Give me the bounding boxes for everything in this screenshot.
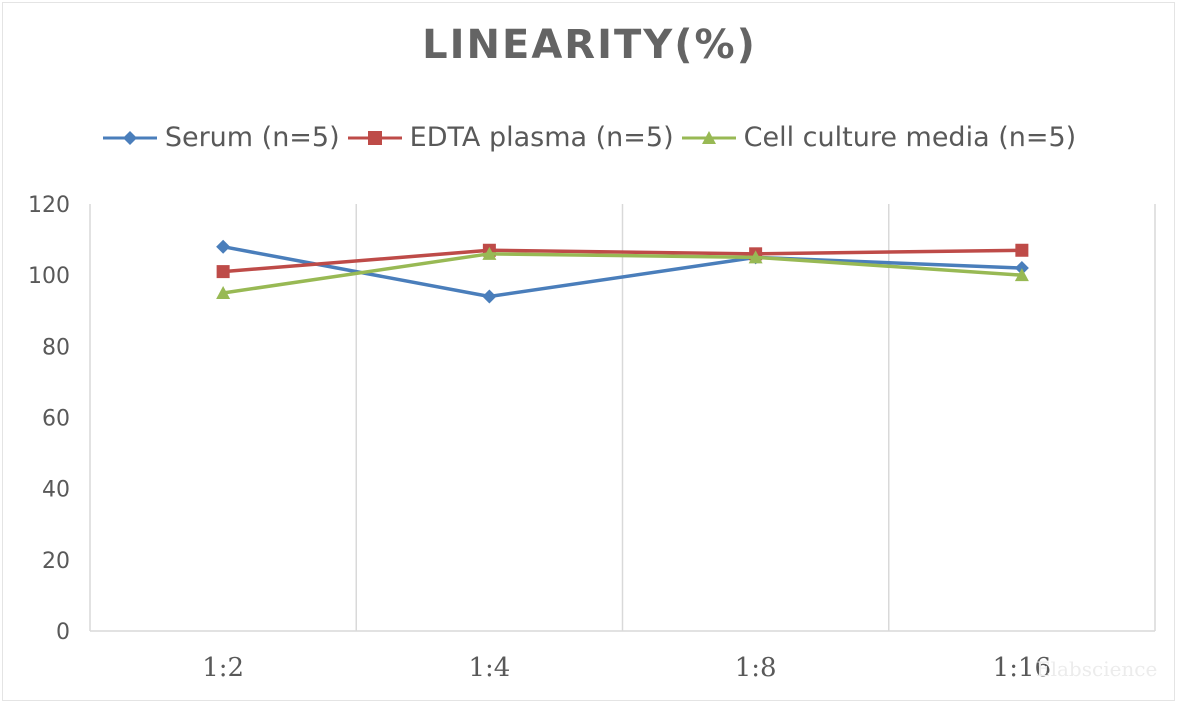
legend-label: Serum (n=5)	[164, 122, 340, 153]
y-tick-label: 0	[56, 620, 70, 645]
legend-marker-diamond-icon	[102, 130, 157, 145]
gridlines	[89, 204, 1156, 632]
data-point-diamond	[482, 289, 497, 304]
data-point-triangle	[748, 250, 763, 264]
y-tick-label: 60	[42, 407, 70, 432]
legend: Serum (n=5) EDTA plasma (n=5) Cell cultu…	[0, 122, 1179, 153]
data-point-triangle	[1014, 268, 1029, 282]
legend-label: Cell culture media (n=5)	[743, 122, 1077, 153]
x-axis: 1:2 1:4 1:8 1:16	[202, 653, 1051, 683]
x-tick-label: 1:2	[202, 653, 244, 683]
legend-marker-square-icon	[347, 130, 402, 145]
series-group	[216, 239, 1029, 304]
y-tick-label: 20	[42, 549, 70, 574]
legend-label: EDTA plasma (n=5)	[409, 122, 674, 153]
series-line	[222, 244, 1022, 299]
y-tick-label: 120	[28, 193, 70, 218]
x-tick-label: 1:4	[468, 653, 510, 683]
x-tick-label: 1:16	[993, 653, 1051, 683]
y-tick-label: 40	[42, 478, 70, 503]
y-tick-label: 80	[42, 335, 70, 360]
data-point-square	[1015, 243, 1029, 257]
legend-item-cell-culture-media: Cell culture media (n=5)	[681, 122, 1077, 153]
chart-title: LINEARITY(%)	[422, 22, 757, 68]
legend-marker-triangle-icon	[681, 130, 736, 144]
watermark: Elabscience	[1036, 657, 1158, 681]
series-line	[222, 252, 1022, 295]
legend-item-serum: Serum (n=5)	[102, 122, 340, 153]
data-point-triangle	[482, 246, 497, 260]
data-point-diamond	[216, 239, 231, 254]
y-tick-label: 100	[28, 264, 70, 289]
data-point-square	[216, 265, 230, 279]
y-axis: 0 20 40 60 80 100 120	[28, 193, 70, 645]
series-triangle	[216, 246, 1029, 299]
series-line	[222, 248, 1022, 274]
data-point-triangle	[216, 285, 231, 299]
data-point-diamond	[1014, 261, 1029, 276]
legend-item-edta-plasma: EDTA plasma (n=5)	[347, 122, 674, 153]
x-tick-label: 1:8	[735, 653, 777, 683]
